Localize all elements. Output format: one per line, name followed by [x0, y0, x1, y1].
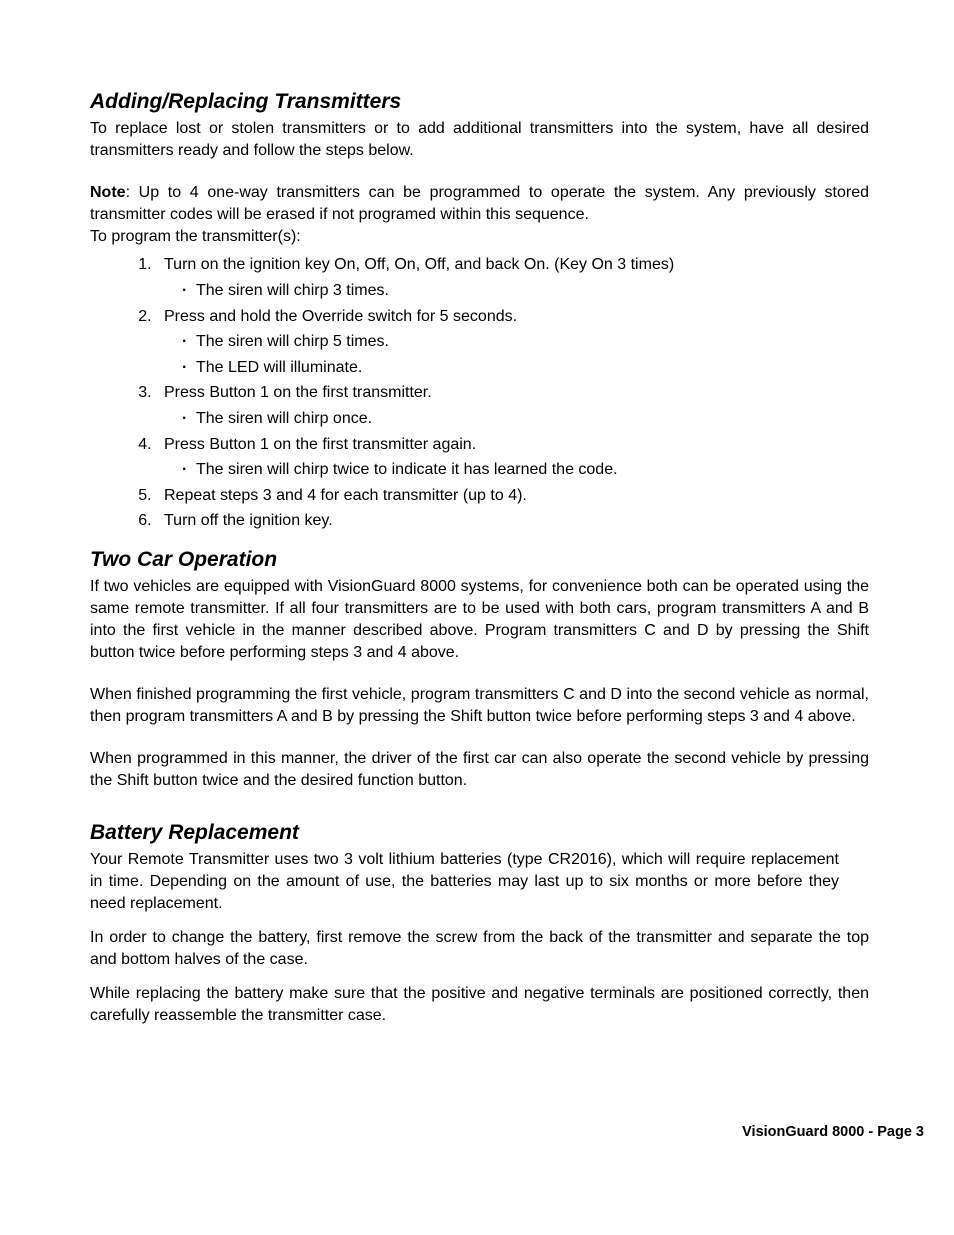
step-sublist: The siren will chirp twice to indicate i… — [164, 457, 869, 483]
note-body: : Up to 4 one-way transmitters can be pr… — [90, 184, 869, 223]
step-sublist: The siren will chirp once. — [164, 406, 869, 432]
paragraph-twocar-1: If two vehicles are equipped with Vision… — [90, 576, 869, 664]
footer-sep: - — [864, 1124, 877, 1140]
note-label: Note — [90, 184, 126, 201]
paragraph-battery-2: In order to change the battery, first re… — [90, 927, 869, 971]
heading-battery: Battery Replacement — [90, 821, 869, 845]
steps-list: Turn on the ignition key On, Off, On, Of… — [90, 252, 869, 534]
page-footer: VisionGuard 8000 - Page 3 — [742, 1124, 924, 1140]
step-sub-item: The siren will chirp 5 times. — [182, 329, 869, 355]
step-text: Press and hold the Override switch for 5… — [164, 308, 517, 325]
document-page: Adding/Replacing Transmitters To replace… — [0, 0, 954, 1235]
paragraph-adding-intro: To replace lost or stolen transmitters o… — [90, 118, 869, 162]
program-intro: To program the transmitter(s): — [90, 226, 869, 248]
step-text: Repeat steps 3 and 4 for each transmitte… — [164, 487, 527, 504]
footer-product: VisionGuard 8000 — [742, 1124, 864, 1140]
step-item: Turn off the ignition key. — [156, 508, 869, 534]
heading-two-car: Two Car Operation — [90, 548, 869, 572]
step-text: Turn off the ignition key. — [164, 512, 333, 529]
step-sub-item: The LED will illuminate. — [182, 355, 869, 381]
paragraph-battery-1: Your Remote Transmitter uses two 3 volt … — [90, 849, 869, 915]
step-sub-item: The siren will chirp twice to indicate i… — [182, 457, 869, 483]
step-text: Press Button 1 on the first transmitter. — [164, 384, 432, 401]
step-sublist: The siren will chirp 5 times. The LED wi… — [164, 329, 869, 380]
step-sub-item: The siren will chirp once. — [182, 406, 869, 432]
paragraph-battery-3: While replacing the battery make sure th… — [90, 983, 869, 1027]
step-item: Press and hold the Override switch for 5… — [156, 304, 869, 381]
step-sublist: The siren will chirp 3 times. — [164, 278, 869, 304]
heading-adding-transmitters: Adding/Replacing Transmitters — [90, 90, 869, 114]
step-text: Turn on the ignition key On, Off, On, Of… — [164, 256, 674, 273]
footer-page: Page 3 — [877, 1124, 924, 1140]
step-text: Press Button 1 on the first transmitter … — [164, 436, 476, 453]
step-item: Press Button 1 on the first transmitter.… — [156, 380, 869, 431]
step-item: Repeat steps 3 and 4 for each transmitte… — [156, 483, 869, 509]
paragraph-twocar-2: When finished programming the first vehi… — [90, 684, 869, 728]
paragraph-twocar-3: When programmed in this manner, the driv… — [90, 748, 869, 792]
step-item: Press Button 1 on the first transmitter … — [156, 432, 869, 483]
paragraph-note: Note: Up to 4 one-way transmitters can b… — [90, 182, 869, 226]
step-sub-item: The siren will chirp 3 times. — [182, 278, 869, 304]
step-item: Turn on the ignition key On, Off, On, Of… — [156, 252, 869, 303]
